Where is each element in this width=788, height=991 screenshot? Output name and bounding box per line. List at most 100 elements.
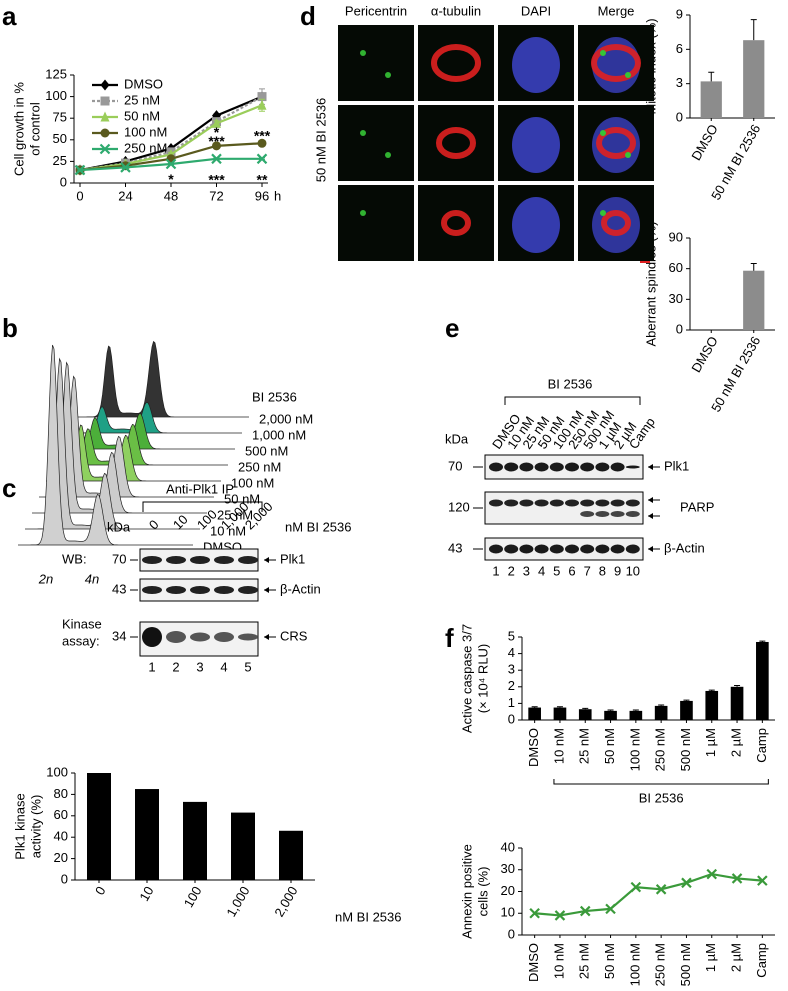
x-tick-label: 10 nM xyxy=(551,728,566,764)
bar xyxy=(604,710,617,720)
column-header: Merge xyxy=(598,3,635,18)
unit-label: nM BI 2536 xyxy=(285,519,352,534)
trace-value: 46 xyxy=(146,447,160,461)
annotation: * xyxy=(168,171,174,187)
lane-number: 3 xyxy=(196,659,203,674)
legend-label: 100 nM xyxy=(124,124,167,139)
blot xyxy=(484,537,644,561)
error-bar xyxy=(734,684,741,687)
x-tick-label: 0 xyxy=(92,884,109,898)
y-tick-label: 25 xyxy=(53,153,67,168)
column-header: α-tubulin xyxy=(431,3,481,18)
centrosome xyxy=(625,152,631,158)
band xyxy=(565,544,579,554)
annotation: *** xyxy=(208,172,225,188)
y-tick-label: 5 xyxy=(508,628,515,643)
trace-value: 38 xyxy=(118,511,132,525)
marker xyxy=(554,910,566,921)
x-tick-label: 100 xyxy=(181,884,205,910)
band xyxy=(214,586,234,594)
bar xyxy=(654,705,668,720)
y-axis-label: Active caspase 3/7 xyxy=(459,624,474,733)
legend-label: 50 nM xyxy=(124,108,160,123)
y-tick-label: 0 xyxy=(676,321,683,336)
size-marker: 120 xyxy=(448,499,470,514)
band xyxy=(580,499,595,507)
arrow-head xyxy=(648,497,653,503)
trace-value: 44 xyxy=(153,431,167,445)
bar xyxy=(730,686,744,720)
band-label: PARP xyxy=(680,499,714,514)
spindle xyxy=(441,210,471,236)
row-label: 50 nM BI 2536 xyxy=(313,98,328,183)
wb-label: WB: xyxy=(62,551,87,566)
band xyxy=(142,556,162,564)
band xyxy=(549,462,564,472)
lane-label: 10 xyxy=(170,512,191,533)
trace-value: 34 xyxy=(167,399,181,413)
nucleus xyxy=(592,197,640,253)
marker xyxy=(706,868,718,880)
band xyxy=(190,632,210,642)
annotation: * xyxy=(214,124,220,140)
lane-number: 8 xyxy=(599,563,606,578)
band xyxy=(166,586,186,594)
marker xyxy=(655,884,667,895)
trace-label: 25 nM xyxy=(217,507,253,522)
x-tick-label: DMSO xyxy=(688,122,720,163)
micrograph xyxy=(338,185,414,261)
panel-label: c xyxy=(2,473,16,503)
marker xyxy=(630,881,642,893)
band xyxy=(610,511,625,517)
x-tick-label: 250 nM xyxy=(653,943,668,986)
error-bar xyxy=(750,263,757,271)
band xyxy=(610,499,625,507)
y-axis-label: Plk1 kinase xyxy=(12,793,27,859)
band xyxy=(489,462,503,472)
x-tick-label: 24 xyxy=(118,188,132,203)
blot-header: Anti-Plk1 IP xyxy=(166,481,234,496)
centrosome xyxy=(600,210,606,216)
lane-number: 2 xyxy=(172,659,179,674)
y-tick-label: 100 xyxy=(46,764,68,779)
x-tick-label: Camp xyxy=(754,728,769,763)
lane-number: 4 xyxy=(220,659,227,674)
trace-value: 46 xyxy=(139,463,153,477)
marker xyxy=(681,877,692,889)
y-tick-label: 0 xyxy=(61,871,68,886)
error-bar xyxy=(708,689,715,691)
y-axis-label: cells (%) xyxy=(475,867,490,917)
column-header: Pericentrin xyxy=(345,3,407,18)
x-tick-label: 25 nM xyxy=(577,728,592,764)
nucleus xyxy=(512,197,560,253)
band xyxy=(238,556,258,564)
assay-title: Kinase xyxy=(62,616,102,631)
band xyxy=(489,499,503,507)
bar xyxy=(680,700,693,720)
bar xyxy=(528,707,541,720)
lane-number: 9 xyxy=(614,563,621,578)
trace-label: 50 nM xyxy=(224,491,260,506)
band xyxy=(580,511,595,517)
annotation: *** xyxy=(208,133,225,149)
group-label: BI 2536 xyxy=(639,790,684,805)
band xyxy=(504,544,519,554)
bar xyxy=(700,81,722,118)
trace-label: 1,000 nM xyxy=(252,427,306,442)
band xyxy=(214,632,234,642)
arrow-head xyxy=(264,634,269,640)
centrosome xyxy=(625,72,631,78)
y-axis-label: of control xyxy=(27,102,42,156)
band xyxy=(519,462,534,472)
panel-label: e xyxy=(445,313,459,343)
y-tick-label: 0 xyxy=(508,926,515,941)
legend-marker xyxy=(99,143,111,155)
band xyxy=(238,586,258,594)
marker xyxy=(74,164,86,176)
legend-marker xyxy=(100,111,110,122)
x-tick-label: Camp xyxy=(754,943,769,978)
y-tick-label: 0 xyxy=(60,174,67,189)
x-tick-label: DMSO xyxy=(526,943,541,982)
